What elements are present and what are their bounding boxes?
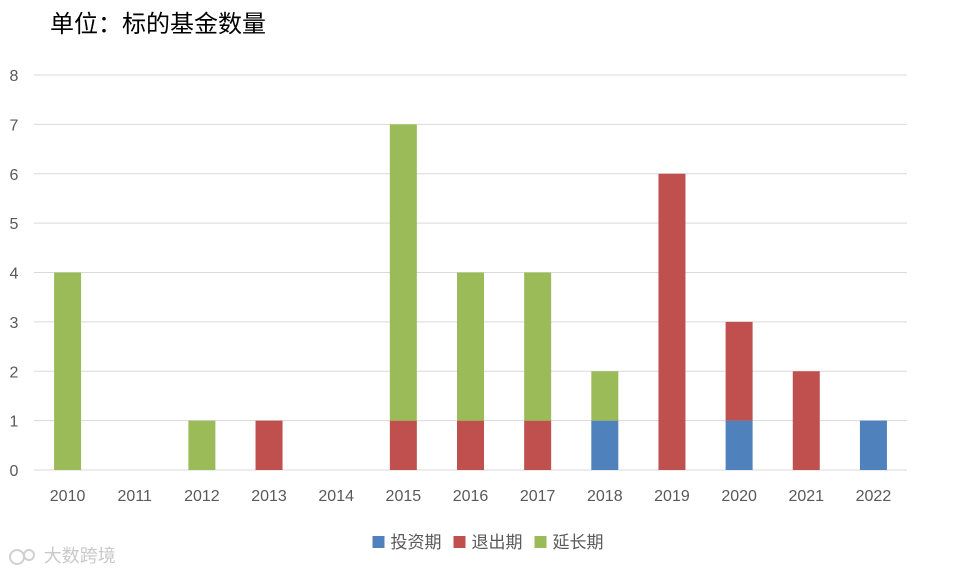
bar-2015-series-2: [389, 124, 417, 421]
legend-swatch-1: [453, 536, 466, 548]
x-tick-label: 2017: [520, 488, 556, 505]
y-tick-label: 3: [10, 315, 19, 332]
y-tick-label: 7: [10, 117, 19, 134]
legend-label: 退出期: [472, 533, 523, 553]
bar-2018-series-0: [591, 420, 619, 470]
y-tick-label: 2: [10, 364, 19, 381]
y-tick-label: 5: [10, 216, 19, 233]
bars: [54, 124, 887, 470]
y-axis: 0 1 2 3 4 5 6 7 8: [10, 68, 19, 480]
bar-2020-series-1: [725, 321, 753, 421]
x-tick-label: 2011: [118, 488, 153, 505]
bar-2013-series-1: [255, 420, 283, 470]
x-tick-label: 2016: [453, 488, 489, 505]
watermark-text: 大数跨境: [43, 546, 116, 567]
x-tick-label: 2013: [251, 488, 287, 505]
y-tick-label: 0: [10, 463, 19, 480]
legend-label: 延长期: [553, 533, 604, 553]
x-tick-label: 2012: [184, 488, 220, 505]
bar-2012-series-2: [188, 420, 216, 470]
x-tick-label: 2014: [318, 488, 354, 505]
x-tick-label: 2020: [721, 488, 757, 505]
bar-2021-series-1: [792, 371, 820, 470]
chart-title: 单位：标的基金数量: [50, 10, 266, 38]
legend-label: 投资期: [391, 533, 442, 553]
legend-swatch-2: [534, 536, 547, 548]
bar-2016-series-1: [457, 420, 484, 470]
bar-2019-series-1: [658, 173, 686, 470]
bar-2020-series-0: [725, 420, 753, 470]
x-tick-label: 2019: [654, 488, 690, 505]
legend: 投资期 退出期 延长期: [372, 533, 604, 553]
watermark: 大数跨境: [8, 542, 116, 568]
y-tick-label: 6: [10, 167, 19, 184]
y-tick-label: 1: [10, 414, 19, 431]
y-tick-label: 8: [10, 68, 19, 85]
x-tick-label: 2018: [587, 488, 623, 505]
x-tick-label: 2022: [856, 488, 892, 505]
bar-2016-series-2: [457, 272, 484, 421]
x-tick-label: 2015: [386, 488, 422, 505]
y-tick-label: 4: [10, 266, 19, 283]
bar-2017-series-2: [524, 272, 552, 421]
x-tick-label: 2021: [788, 488, 824, 505]
bar-2017-series-1: [524, 420, 552, 470]
bar-2010-series-2: [54, 272, 82, 470]
legend-swatch-0: [372, 536, 385, 548]
watermark-logo-icon: [9, 549, 35, 565]
x-tick-label: 2010: [50, 488, 86, 505]
bar-2015-series-1: [389, 420, 417, 470]
x-axis: 2010 2011 2012 2013 2014 2015 2016 2017 2018 2019…: [50, 488, 892, 505]
bar-2022-series-0: [859, 420, 887, 470]
bar-2018-series-2: [591, 371, 619, 421]
